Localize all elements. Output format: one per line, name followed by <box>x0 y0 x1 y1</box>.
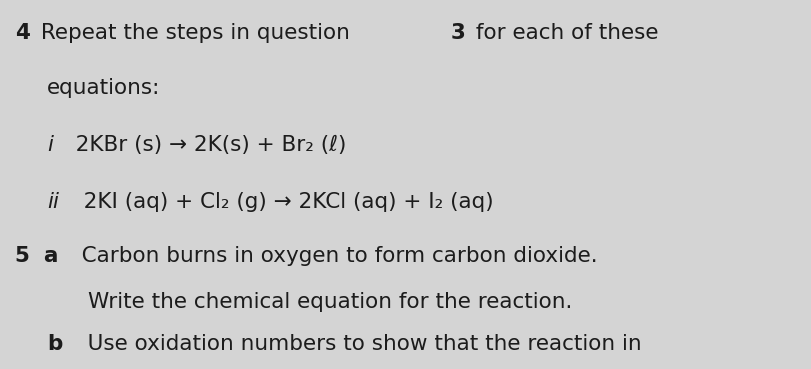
Text: 2KI (aq) + Cl₂ (g) → 2KCl (aq) + I₂ (aq): 2KI (aq) + Cl₂ (g) → 2KCl (aq) + I₂ (aq) <box>62 193 492 213</box>
Text: 4: 4 <box>15 23 29 43</box>
Text: b: b <box>47 334 62 354</box>
Text: for each of these: for each of these <box>469 23 659 43</box>
Text: a: a <box>43 246 57 266</box>
Text: Carbon burns in oxygen to form carbon dioxide.: Carbon burns in oxygen to form carbon di… <box>62 246 597 266</box>
Text: 3: 3 <box>450 23 465 43</box>
Text: 5: 5 <box>15 246 29 266</box>
Text: equations:: equations: <box>47 78 161 98</box>
Text: ii: ii <box>47 193 59 213</box>
Text: Use oxidation numbers to show that the reaction in: Use oxidation numbers to show that the r… <box>67 334 641 354</box>
Text: i: i <box>47 135 53 155</box>
Text: Repeat the steps in question: Repeat the steps in question <box>34 23 356 43</box>
Text: 2KBr (s) → 2K(s) + Br₂ (ℓ): 2KBr (s) → 2K(s) + Br₂ (ℓ) <box>55 135 345 155</box>
Text: Write the chemical equation for the reaction.: Write the chemical equation for the reac… <box>88 292 572 312</box>
